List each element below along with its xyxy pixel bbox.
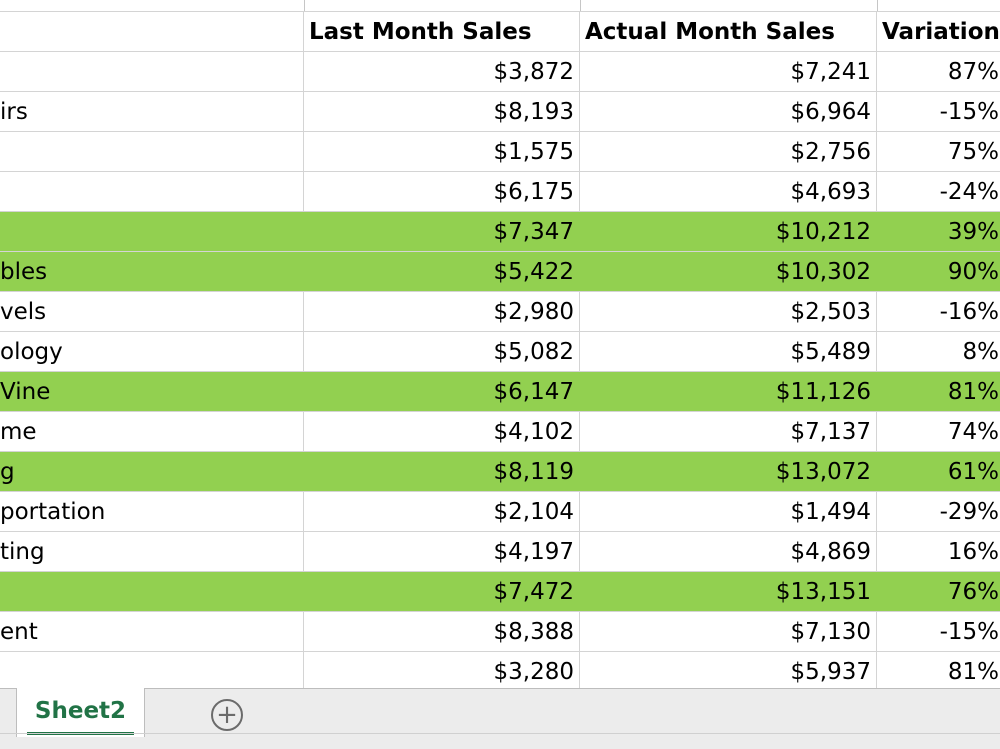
cell-label[interactable]	[0, 652, 304, 688]
cell-label[interactable]: ent	[0, 612, 304, 651]
cell-last-month[interactable]: $8,193	[304, 92, 580, 131]
cell-last-month[interactable]: $6,147	[304, 372, 580, 411]
cell-label[interactable]: Vine	[0, 372, 304, 411]
cell-last-month[interactable]: $6,175	[304, 172, 580, 211]
cell-label[interactable]	[0, 172, 304, 211]
cell-last-month[interactable]: $5,082	[304, 332, 580, 371]
cell-last-month[interactable]: $7,472	[304, 572, 580, 611]
cell-variation[interactable]: 8%	[962, 339, 1000, 365]
cell-label[interactable]	[0, 52, 304, 91]
sheet-tab-label: Sheet2	[34, 698, 127, 724]
cell-variation[interactable]: 81%	[947, 659, 999, 685]
cell-actual-month[interactable]: $10,212	[580, 212, 877, 251]
header-cell-variation[interactable]: Variation	[882, 19, 1000, 45]
cell-label[interactable]: portation	[0, 492, 304, 531]
cell-label[interactable]: bles	[0, 252, 304, 291]
table-row: irs $8,193 $6,964 -15%	[0, 92, 1000, 132]
table-row: vels $2,980 $2,503 -16%	[0, 292, 1000, 332]
cell-actual-month[interactable]: $6,964	[580, 92, 877, 131]
cell-variation[interactable]: 81%	[947, 379, 999, 405]
table-row: $6,175 $4,693 -24%	[0, 172, 1000, 212]
cell-label[interactable]	[0, 132, 304, 171]
cell-actual-month[interactable]: $13,072	[580, 452, 877, 491]
table-row: portation $2,104 $1,494 -29%	[0, 492, 1000, 532]
cell-actual-month[interactable]: $11,126	[580, 372, 877, 411]
table-row: g $8,119 $13,072 61%	[0, 452, 1000, 492]
cell-variation[interactable]: 87%	[947, 59, 999, 85]
cell-actual-month[interactable]: $10,302	[580, 252, 877, 291]
header-cell-actual-month[interactable]: Actual Month Sales	[580, 12, 877, 51]
table-row: $3,872 $7,241 87%	[0, 52, 1000, 92]
cell-label[interactable]: ting	[0, 532, 304, 571]
cell-label[interactable]: me	[0, 412, 304, 451]
table-row: $7,472 $13,151 76%	[0, 572, 1000, 612]
cell-variation[interactable]: -15%	[939, 619, 999, 645]
cell-label[interactable]: irs	[0, 92, 304, 131]
cell-label[interactable]	[0, 572, 304, 611]
table-row: $3,280 $5,937 81%	[0, 652, 1000, 688]
table-row: me $4,102 $7,137 74%	[0, 412, 1000, 452]
header-cell-label[interactable]	[0, 12, 304, 51]
column-divider[interactable]	[877, 0, 878, 11]
cell-variation[interactable]: 39%	[947, 219, 999, 245]
column-divider[interactable]	[580, 0, 581, 11]
cell-variation[interactable]: -15%	[939, 99, 999, 125]
cell-last-month[interactable]: $1,575	[304, 132, 580, 171]
table-row: Vine $6,147 $11,126 81%	[0, 372, 1000, 412]
cell-variation[interactable]: -24%	[939, 179, 999, 205]
cell-actual-month[interactable]: $4,869	[580, 532, 877, 571]
table-row: ent $8,388 $7,130 -15%	[0, 612, 1000, 652]
cell-variation[interactable]: -29%	[939, 499, 999, 525]
table-row: ting $4,197 $4,869 16%	[0, 532, 1000, 572]
cell-last-month[interactable]: $2,980	[304, 292, 580, 331]
cell-last-month[interactable]: $4,197	[304, 532, 580, 571]
cell-last-month[interactable]: $5,422	[304, 252, 580, 291]
cell-last-month[interactable]: $3,872	[304, 52, 580, 91]
table-row: $7,347 $10,212 39%	[0, 212, 1000, 252]
cell-label[interactable]: vels	[0, 292, 304, 331]
cell-variation[interactable]: 76%	[947, 579, 999, 605]
header-row: Last Month Sales Actual Month Sales Vari…	[0, 12, 1000, 52]
table-row: $1,575 $2,756 75%	[0, 132, 1000, 172]
column-divider[interactable]	[304, 0, 305, 11]
cell-label[interactable]: ology	[0, 332, 304, 371]
spreadsheet-grid: Last Month Sales Actual Month Sales Vari…	[0, 0, 1000, 688]
header-cell-last-month[interactable]: Last Month Sales	[304, 12, 580, 51]
cell-last-month[interactable]: $2,104	[304, 492, 580, 531]
cell-variation[interactable]: 61%	[947, 459, 999, 485]
cell-actual-month[interactable]: $2,756	[580, 132, 877, 171]
table-row: bles $5,422 $10,302 90%	[0, 252, 1000, 292]
cell-actual-month[interactable]: $7,241	[580, 52, 877, 91]
cell-actual-month[interactable]: $13,151	[580, 572, 877, 611]
cell-variation[interactable]: 75%	[947, 139, 999, 165]
table-row: ology $5,082 $5,489 8%	[0, 332, 1000, 372]
cell-actual-month[interactable]: $5,489	[580, 332, 877, 371]
sheet-tab-bar: Sheet2 ⊕+	[0, 688, 1000, 749]
cell-actual-month[interactable]: $7,137	[580, 412, 877, 451]
cell-actual-month[interactable]: $4,693	[580, 172, 877, 211]
cell-last-month[interactable]: $4,102	[304, 412, 580, 451]
cell-label[interactable]	[0, 212, 304, 251]
cell-label[interactable]: g	[0, 452, 304, 491]
cell-actual-month[interactable]: $7,130	[580, 612, 877, 651]
previous-sheet-tab[interactable]	[0, 689, 17, 736]
sheet-tab-active[interactable]: Sheet2	[16, 688, 145, 737]
column-header-strip	[0, 0, 1000, 12]
cell-last-month[interactable]: $7,347	[304, 212, 580, 251]
cell-variation[interactable]: 16%	[947, 539, 999, 565]
cell-actual-month[interactable]: $1,494	[580, 492, 877, 531]
cell-variation[interactable]: 90%	[947, 259, 999, 285]
plus-circle-icon[interactable]: ⊕+	[211, 699, 243, 731]
status-divider	[0, 733, 1000, 734]
cell-actual-month[interactable]: $2,503	[580, 292, 877, 331]
cell-last-month[interactable]: $8,388	[304, 612, 580, 651]
cell-variation[interactable]: 74%	[947, 419, 999, 445]
cell-last-month[interactable]: $8,119	[304, 452, 580, 491]
cell-variation[interactable]: -16%	[939, 299, 999, 325]
cell-last-month[interactable]: $3,280	[304, 652, 580, 688]
cell-actual-month[interactable]: $5,937	[580, 652, 877, 688]
